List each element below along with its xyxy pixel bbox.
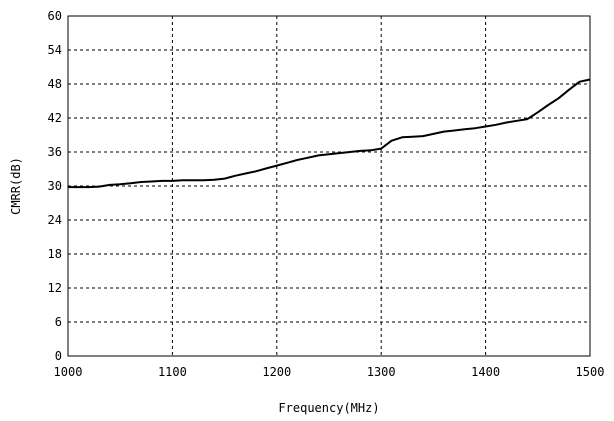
x-axis-ticks: 1000 1100 1200 1300 1400 1500: [54, 365, 605, 379]
y-tick-label: 42: [48, 111, 62, 125]
y-axis-ticks: 0 6 12 18 24 30 36 42 48 54 60: [48, 9, 62, 363]
y-tick-label: 48: [48, 77, 62, 91]
plot-frame: [67, 15, 591, 357]
x-tick-label: 1200: [262, 365, 291, 379]
x-tick-label: 1500: [576, 365, 605, 379]
grid: [68, 16, 590, 356]
y-axis-label: CMRR(dB): [9, 157, 23, 215]
y-tick-label: 60: [48, 9, 62, 23]
x-tick-label: 1100: [158, 365, 187, 379]
y-tick-label: 36: [48, 145, 62, 159]
y-tick-label: 18: [48, 247, 62, 261]
y-tick-label: 0: [55, 349, 62, 363]
y-tick-label: 24: [48, 213, 62, 227]
x-tick-label: 1400: [471, 365, 500, 379]
y-tick-label: 54: [48, 43, 62, 57]
x-tick-label: 1000: [54, 365, 83, 379]
series-line-cmrr: [68, 78, 591, 189]
y-tick-label: 12: [48, 281, 62, 295]
y-tick-label: 30: [48, 179, 62, 193]
x-tick-label: 1300: [367, 365, 396, 379]
x-axis-label: Frequency(MHz): [278, 401, 379, 415]
y-tick-label: 6: [55, 315, 62, 329]
